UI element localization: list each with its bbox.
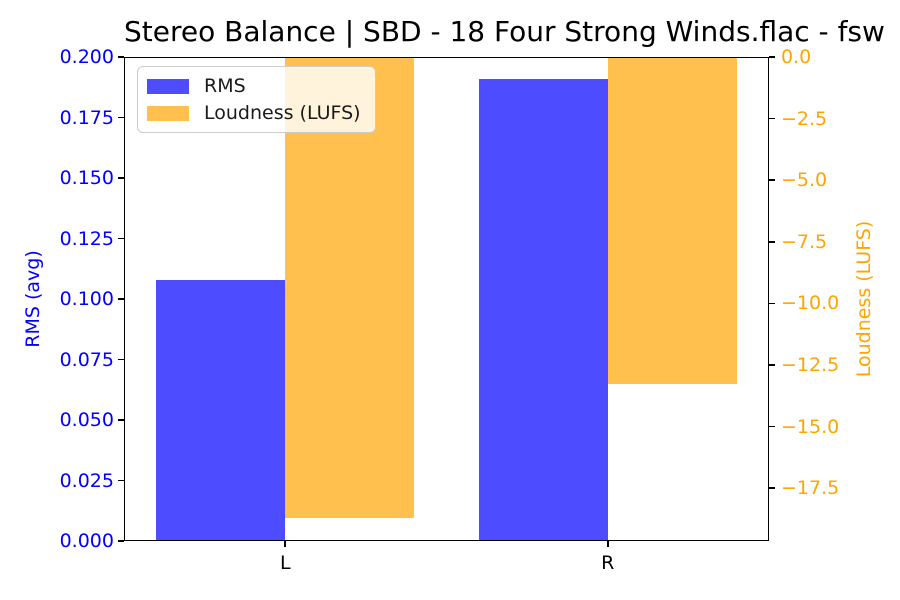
x-tick-mark xyxy=(606,541,609,547)
y-tick-mark-left xyxy=(118,540,124,542)
x-tick-label-r: R xyxy=(601,552,615,574)
y-tick-mark-left xyxy=(118,298,124,300)
y-tick-label-left: 0.050 xyxy=(59,409,114,431)
bar-rms-l xyxy=(156,279,286,541)
y-tick-label-left: 0.200 xyxy=(59,46,114,68)
legend-item-rms: RMS xyxy=(147,75,361,97)
bar-rms-r xyxy=(478,78,608,541)
y-tick-label-right: 0.0 xyxy=(781,46,812,68)
y-tick-mark-left xyxy=(118,419,124,421)
y-tick-label-right: −17.5 xyxy=(781,477,840,500)
y-tick-label-right: −12.5 xyxy=(781,354,840,377)
y-tick-label-left: 0.025 xyxy=(59,469,114,492)
legend-swatch-rms xyxy=(147,78,189,94)
legend-swatch-loudness xyxy=(147,105,189,121)
y-tick-label-right: −15.0 xyxy=(781,415,840,438)
y-tick-mark-right xyxy=(769,364,775,366)
plot-area xyxy=(124,57,769,541)
legend-label-rms: RMS xyxy=(204,75,246,97)
chart-title: Stereo Balance | SBD - 18 Four Strong Wi… xyxy=(124,15,885,48)
legend: RMS Loudness (LUFS) xyxy=(137,66,376,133)
x-tick-mark xyxy=(284,541,287,547)
y-tick-mark-left xyxy=(118,56,124,58)
x-tick-label-l: L xyxy=(279,552,291,574)
y-tick-label-right: −5.0 xyxy=(781,169,828,192)
y-tick-mark-right xyxy=(769,179,775,181)
y-tick-label-left: 0.150 xyxy=(59,167,114,189)
y-tick-label-right: −10.0 xyxy=(781,292,840,315)
legend-item-loudness: Loudness (LUFS) xyxy=(147,102,361,124)
y-tick-mark-right xyxy=(769,241,775,243)
y-tick-label-left: 0.075 xyxy=(59,348,114,371)
y-tick-mark-left xyxy=(118,116,124,119)
y-tick-label-left: 0.175 xyxy=(59,106,114,129)
y-tick-mark-left xyxy=(118,358,124,361)
y-tick-label-right: −2.5 xyxy=(781,107,828,130)
y-tick-label-left: 0.000 xyxy=(59,530,114,552)
y-tick-mark-right xyxy=(769,117,775,120)
legend-label-loudness: Loudness (LUFS) xyxy=(204,102,361,124)
y-tick-mark-left xyxy=(118,479,124,482)
y-tick-mark-right xyxy=(769,487,775,490)
y-tick-mark-right xyxy=(769,302,775,305)
bar-loudness-lufs-l xyxy=(285,57,415,518)
y-tick-mark-left xyxy=(118,177,124,179)
y-tick-mark-right xyxy=(769,56,775,58)
y-tick-label-left: 0.100 xyxy=(59,288,114,310)
y-tick-label-right: −7.5 xyxy=(781,230,828,253)
bar-loudness-lufs-r xyxy=(607,57,737,384)
y-tick-mark-left xyxy=(118,237,124,240)
y-tick-label-left: 0.125 xyxy=(59,227,114,250)
y-tick-mark-right xyxy=(769,425,775,428)
